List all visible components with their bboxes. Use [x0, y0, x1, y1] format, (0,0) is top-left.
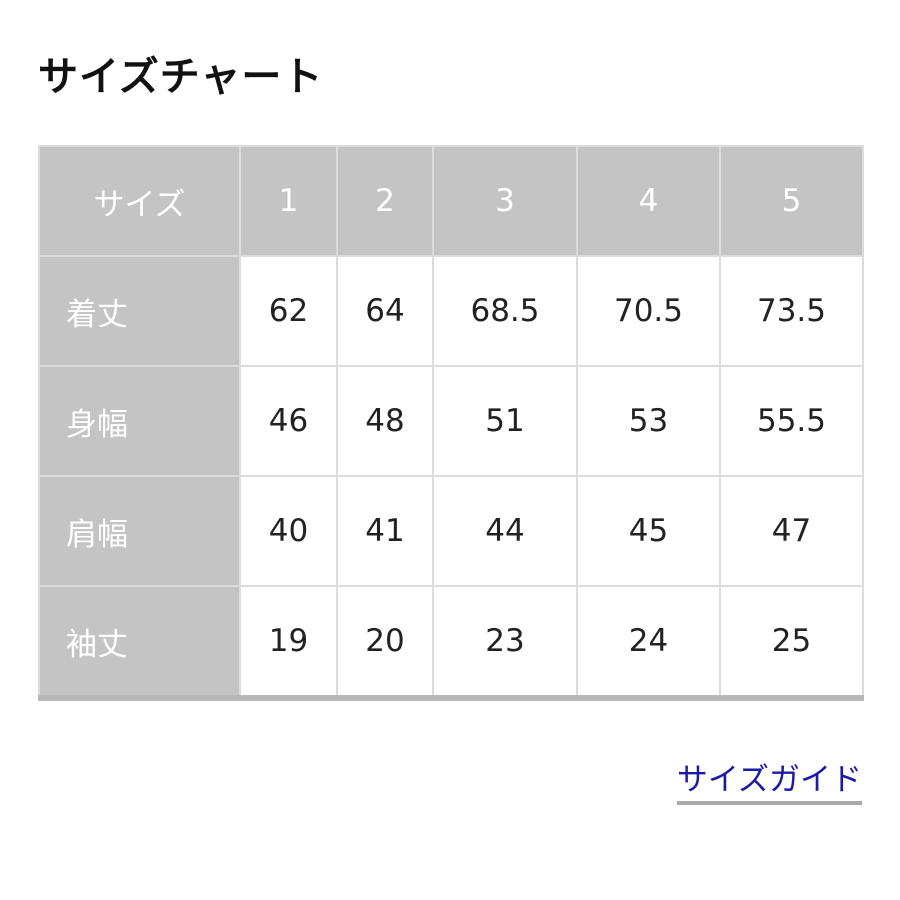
table-cell: 48 [336, 365, 434, 477]
header-size-5: 5 [719, 145, 864, 257]
table-cell: 73.5 [719, 255, 864, 367]
table-cell: 45 [576, 475, 721, 587]
table-cell: 20 [336, 585, 434, 699]
table-row: 袖丈 19 20 23 24 25 [38, 585, 864, 699]
table-cell: 23 [432, 585, 578, 699]
header-size: サイズ [38, 145, 241, 257]
header-size-4: 4 [576, 145, 721, 257]
table-cell: 46 [239, 365, 338, 477]
table-row: 身幅 46 48 51 53 55.5 [38, 365, 864, 477]
table-cell: 47 [719, 475, 864, 587]
table-cell: 25 [719, 585, 864, 699]
table-cell: 51 [432, 365, 578, 477]
row-label: 袖丈 [38, 585, 241, 699]
table-cell: 40 [239, 475, 338, 587]
table-cell: 44 [432, 475, 578, 587]
table-row: 着丈 62 64 68.5 70.5 73.5 [38, 255, 864, 367]
table-cell: 24 [576, 585, 721, 699]
header-size-2: 2 [336, 145, 434, 257]
header-size-3: 3 [432, 145, 578, 257]
size-chart-table: サイズ 1 2 3 4 5 着丈 62 64 68.5 70.5 73.5 身幅… [38, 145, 864, 701]
row-label: 身幅 [38, 365, 241, 477]
table-row: 肩幅 40 41 44 45 47 [38, 475, 864, 587]
table-cell: 62 [239, 255, 338, 367]
table-cell: 19 [239, 585, 338, 699]
header-size-1: 1 [239, 145, 338, 257]
row-label: 肩幅 [38, 475, 241, 587]
header-row: サイズ 1 2 3 4 5 [38, 145, 864, 257]
table-cell: 41 [336, 475, 434, 587]
page-title: サイズチャート [38, 54, 324, 100]
table-cell: 68.5 [432, 255, 578, 367]
table-cell: 53 [576, 365, 721, 477]
row-label: 着丈 [38, 255, 241, 367]
table-cell: 64 [336, 255, 434, 367]
table-cell: 55.5 [719, 365, 864, 477]
table-cell: 70.5 [576, 255, 721, 367]
size-guide-link[interactable]: サイズガイド [676, 754, 862, 805]
